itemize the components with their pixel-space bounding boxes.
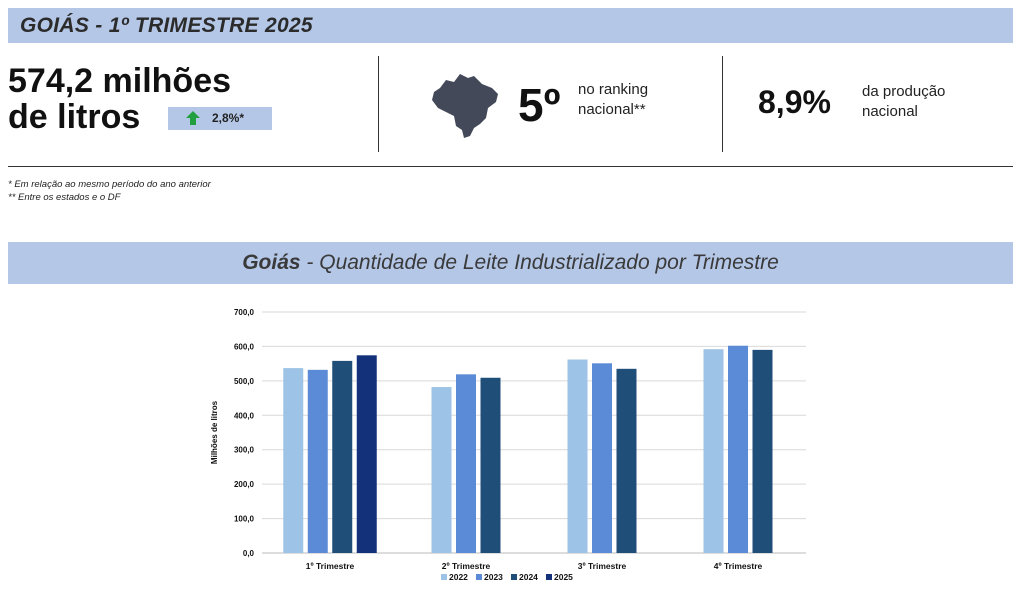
bar-2024-2 [480,377,501,553]
footnote-2: ** Entre os estados e o DF [8,192,121,203]
arrow-up-icon [186,111,200,125]
section-divider [8,166,1013,167]
bar-2025-1 [356,355,377,553]
y-tick-label: 300,0 [234,446,255,455]
x-category-label: 4º Trimestre [714,561,763,571]
volume-unit: de litros [8,98,141,136]
bar-2024-3 [616,368,637,553]
bar-2022-1 [283,368,304,553]
bar-2022-4 [703,349,724,553]
bar-2023-1 [307,369,328,553]
legend-label-2022: 2022 [449,572,468,582]
rank-value: 5º [518,79,561,131]
page-title: GOIÁS - 1º TRIMESTRE 2025 [20,14,313,37]
legend-label-2024: 2024 [519,572,538,582]
x-category-label: 1º Trimestre [306,561,355,571]
bar-2022-3 [567,359,588,553]
bar-2022-2 [431,387,452,553]
legend-swatch-2024 [511,574,517,580]
brazil-map-icon [432,74,498,138]
legend-label-2023: 2023 [484,572,503,582]
kpi-divider [378,56,379,152]
rank-label: no ranking nacional** [578,80,648,120]
share-label-line1: da produção [862,83,946,100]
bar-2024-4 [752,349,773,553]
legend-label-2025: 2025 [554,572,573,582]
bar-2024-1 [332,360,353,553]
chart-title: Goiás - Quantidade de Leite Industrializ… [8,251,1013,275]
kpi-divider [722,56,723,152]
legend-swatch-2022 [441,574,447,580]
chart-title-rest: - Quantidade de Leite Industrializado po… [300,251,779,274]
share-value: 8,9% [758,84,831,120]
header-banner: GOIÁS - 1º TRIMESTRE 2025 [8,8,1013,43]
share-label-line2: nacional [862,103,918,120]
footnote-1: * Em relação ao mesmo período do ano ant… [8,179,211,190]
y-tick-label: 500,0 [234,377,255,386]
legend-swatch-2025 [546,574,552,580]
y-tick-label: 700,0 [234,308,255,317]
growth-badge: 2,8%* [168,107,272,130]
bar-2023-2 [456,374,476,553]
volume-value: 574,2 milhões [8,62,232,100]
y-tick-label: 200,0 [234,480,255,489]
chart-title-banner: Goiás - Quantidade de Leite Industrializ… [8,242,1013,284]
bar-2023-3 [592,363,612,553]
y-tick-label: 100,0 [234,515,255,524]
y-tick-label: 400,0 [234,411,255,420]
rank-label-line1: no ranking [578,81,649,98]
x-category-label: 3º Trimestre [578,561,627,571]
share-label: da produção nacional [862,82,945,122]
y-axis-label: Milhões de litros [210,400,219,464]
rank-label-line2: nacional** [578,101,646,118]
bar-2023-4 [728,345,748,553]
legend-swatch-2023 [476,574,482,580]
chart-title-bold: Goiás [242,251,301,274]
x-category-label: 2º Trimestre [442,561,491,571]
bar-chart: 0,0 100,0 200,0 300,0 400,0 500,0 600,0 700,0 Mi… [210,308,806,582]
y-tick-label: 0,0 [243,549,255,558]
y-tick-label: 600,0 [234,342,255,351]
growth-value: 2,8%* [212,111,245,125]
